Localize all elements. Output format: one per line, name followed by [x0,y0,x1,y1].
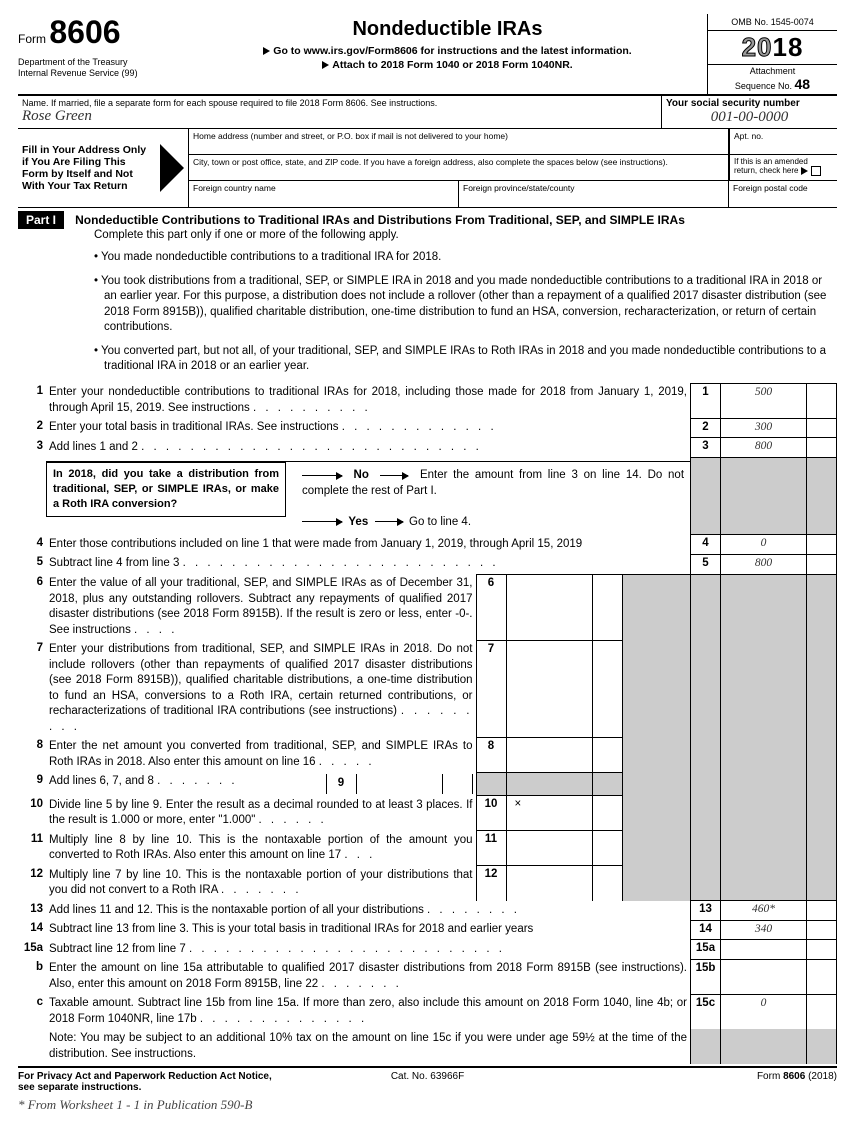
home-address-field[interactable]: Home address (number and street, or P.O.… [189,129,729,154]
part-1-title: Nondeductible Contributions to Tradition… [75,213,685,227]
line-12-value[interactable] [506,866,592,901]
part-1-subtitle: Complete this part only if one or more o… [94,229,837,241]
apt-field[interactable]: Apt. no. [729,129,837,154]
name-field[interactable]: Name. If married, file a separate form f… [18,96,662,128]
bullet-1: You made nondeductible contributions to … [94,250,837,266]
bullet-2: You took distributions from a traditiona… [94,274,837,336]
line-14-value[interactable]: 340 [721,920,807,940]
city-field[interactable]: City, town or post office, state, and ZI… [189,155,729,180]
form-footer: Form 8606 (2018) [564,1071,837,1093]
line-15c-value[interactable]: 0 [721,994,807,1029]
line-1-value[interactable]: 500 [721,383,807,418]
line-4-value[interactable]: 0 [721,535,807,555]
line-3-value[interactable]: 800 [721,438,807,458]
sequence-number: AttachmentSequence No. 48 [708,64,837,94]
line-15a-value[interactable] [721,940,807,960]
foreign-postal-field[interactable]: Foreign postal code [729,181,837,207]
line-7-value[interactable] [506,640,592,737]
line-9-value[interactable] [356,774,442,794]
line-6-value[interactable] [506,574,592,640]
line-11-value[interactable] [506,831,592,866]
bullet-3: You converted part, but not all, of your… [94,344,837,375]
part-1-header: Part I [18,211,64,229]
line-5-value[interactable]: 800 [721,554,807,574]
address-instruction: Fill in Your Address Only if You Are Fil… [22,144,154,192]
line-10-value[interactable]: × [506,796,592,831]
goto-link: Go to www.irs.gov/Form8606 for instructi… [196,45,699,57]
triangle-icon [160,144,184,192]
catalog-number: Cat. No. 63966F [291,1071,564,1093]
foreign-province-field[interactable]: Foreign province/state/county [459,181,729,207]
attach-instruction: Attach to 2018 Form 1040 or 2018 Form 10… [196,59,699,71]
omb-number: OMB No. 1545-0074 [708,14,837,31]
footnote: * From Worksheet 1 - 1 in Publication 59… [18,1097,837,1113]
line-13-value[interactable]: 460* [721,901,807,921]
line-8-value[interactable] [506,737,592,772]
line-15b-value[interactable] [721,959,807,994]
amended-checkbox[interactable]: If this is an amended return, check here [729,155,837,180]
form-number-block: Form 8606 Department of the TreasuryInte… [18,14,188,94]
ssn-field[interactable]: Your social security number 001-00-0000 [662,96,837,128]
tax-year: 2018 [708,31,837,64]
foreign-country-field[interactable]: Foreign country name [189,181,459,207]
form-title: Nondeductible IRAs [196,18,699,41]
line-2-value[interactable]: 300 [721,418,807,438]
privacy-notice: For Privacy Act and Paperwork Reduction … [18,1071,291,1093]
question-box: In 2018, did you take a distribution fro… [46,462,286,517]
